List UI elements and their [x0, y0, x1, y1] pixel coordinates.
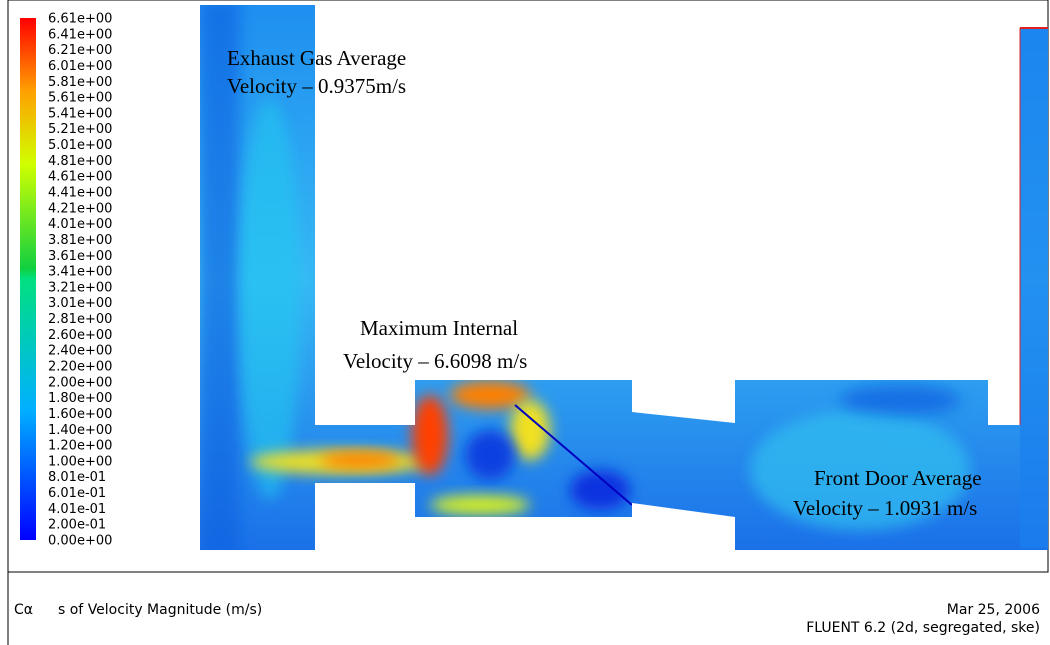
colorbar-label: 6.41e+00 — [48, 27, 112, 42]
colorbar-label: 1.40e+00 — [48, 423, 112, 438]
colorbar-label: 1.60e+00 — [48, 407, 112, 422]
colorbar-label: 5.81e+00 — [48, 75, 112, 90]
annotation: Exhaust Gas Average — [227, 46, 406, 70]
colorbar-label: 3.81e+00 — [48, 233, 112, 248]
colorbar-label: 5.61e+00 — [48, 91, 112, 106]
colorbar-label: 0.00e+00 — [48, 534, 112, 549]
annotation: Maximum Internal — [360, 316, 518, 340]
screenshot: Exhaust Gas Average Velocity – 0.9375m/s… — [0, 0, 1050, 645]
colorbar-label: 8.01e-01 — [48, 470, 106, 485]
footer-date: Mar 25, 2006 — [947, 602, 1040, 618]
fluent-view: Exhaust Gas Average Velocity – 0.9375m/s… — [0, 0, 1050, 645]
colorbar-label: 4.01e+00 — [48, 217, 112, 232]
colorbar-label: 4.01e-01 — [48, 502, 106, 517]
colorbar-label: 4.21e+00 — [48, 201, 112, 216]
annotation: Front Door Average — [814, 466, 982, 490]
annotation: Velocity – 6.6098 m/s — [343, 349, 527, 373]
colorbar-label: 4.41e+00 — [48, 186, 112, 201]
colorbar-label: 2.00e-01 — [48, 518, 106, 533]
colorbar-label: 3.01e+00 — [48, 296, 112, 311]
colorbar-label: 2.81e+00 — [48, 312, 112, 327]
footer-title: Cα — [14, 602, 33, 618]
colorbar-label: 5.41e+00 — [48, 106, 112, 121]
annotation: Velocity – 0.9375m/s — [227, 74, 406, 98]
colorbar-label: 2.40e+00 — [48, 344, 112, 359]
colorbar-label: 1.20e+00 — [48, 439, 112, 454]
colorbar-label: 3.21e+00 — [48, 280, 112, 295]
colorbar-label: 3.61e+00 — [48, 249, 112, 264]
colorbar-label: 6.01e-01 — [48, 486, 106, 501]
footer-version: FLUENT 6.2 (2d, segregated, ske) — [806, 620, 1040, 636]
colorbar — [20, 18, 36, 540]
colorbar-label: 6.61e+00 — [48, 12, 112, 27]
colorbar-label: 1.00e+00 — [48, 454, 112, 469]
colorbar-label: 6.21e+00 — [48, 43, 112, 58]
colorbar-label: 2.00e+00 — [48, 375, 112, 390]
footer-title: s of Velocity Magnitude (m/s) — [58, 602, 262, 618]
colorbar-label: 4.61e+00 — [48, 170, 112, 185]
colorbar-label: 6.01e+00 — [48, 59, 112, 74]
colorbar-label: 1.80e+00 — [48, 391, 112, 406]
colorbar-label: 5.21e+00 — [48, 122, 112, 137]
annotation: Velocity – 1.0931 m/s — [793, 496, 977, 520]
colorbar-label: 4.81e+00 — [48, 154, 112, 169]
colorbar-label: 3.41e+00 — [48, 265, 112, 280]
colorbar-label: 2.20e+00 — [48, 360, 112, 375]
colorbar-label: 2.60e+00 — [48, 328, 112, 343]
colorbar-label: 5.01e+00 — [48, 138, 112, 153]
